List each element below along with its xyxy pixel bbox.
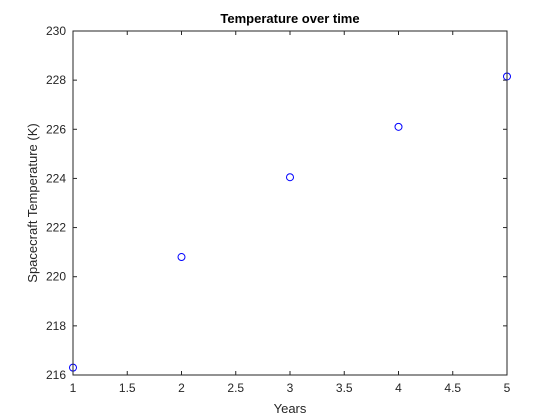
y-tick-label: 224 [46,171,66,185]
x-tick-label: 3.5 [336,381,353,395]
data-point [286,173,294,182]
y-axis-label: Spacecraft Temperature (K) [25,123,40,282]
y-tick-label: 228 [46,73,66,87]
x-tick-label: 5 [504,381,511,395]
x-tick-label: 3 [287,381,294,395]
plot-area [73,31,507,375]
x-axis-label: Years [274,401,307,416]
y-tick-label: 222 [46,221,66,235]
x-tick-label: 4.5 [444,381,461,395]
x-tick-label: 1 [70,381,77,395]
y-tick-label: 218 [46,319,66,333]
x-tick-label: 2 [178,381,185,395]
y-tick-label: 220 [46,270,66,284]
y-tick-label: 230 [46,24,66,38]
x-axis-ticks: 1 1.5 2 2.5 3 3.5 4 4.5 5 [70,31,511,395]
data-point [394,122,403,131]
y-axis-ticks: 216 218 220 222 224 226 228 230 [46,24,507,382]
y-tick-label: 226 [46,122,66,136]
x-tick-label: 4 [395,381,402,395]
x-tick-label: 2.5 [227,381,244,395]
y-tick-label: 216 [46,368,66,382]
axes-box [72,30,508,376]
chart-title: Temperature over time [220,11,359,26]
x-tick-label: 1.5 [119,381,136,395]
data-point [177,253,186,262]
